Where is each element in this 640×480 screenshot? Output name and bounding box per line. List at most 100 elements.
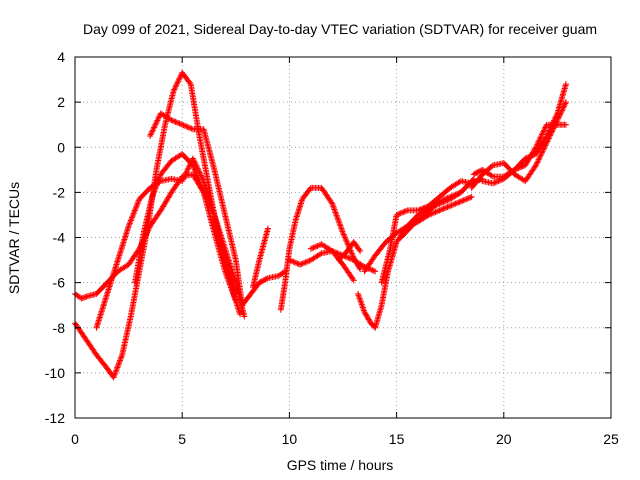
data-point [444,195,451,202]
data-point [396,210,403,217]
data-point [365,316,372,323]
data-point [394,211,401,218]
data-point [294,260,301,267]
data-point [533,160,540,167]
data-point [447,193,454,200]
data-point [535,138,542,145]
data-point [151,124,158,131]
data-point [455,199,462,206]
data-point [200,187,207,194]
data-point [340,229,346,236]
data-point [229,287,236,294]
y-tick-label: -8 [53,320,66,336]
data-point [356,246,363,253]
y-tick-label: 4 [57,49,65,65]
data-point [533,142,540,149]
data-point [445,194,452,201]
data-point [448,193,455,200]
data-point [263,275,270,282]
data-point [437,197,444,204]
data-point [171,85,178,92]
data-point [331,206,338,213]
data-point [131,207,138,214]
data-point [110,374,117,381]
data-point [148,130,155,137]
data-point [168,117,175,124]
data-point [152,185,159,192]
data-point [116,358,123,365]
data-point [537,152,544,159]
data-point [488,172,495,179]
data-point [344,240,351,247]
data-point [469,176,476,183]
data-point [126,220,133,227]
data-point [303,258,310,265]
data-point [180,175,187,182]
x-tick-label: 25 [603,431,619,447]
data-point [341,234,348,241]
data-point [173,82,180,89]
data-point [151,186,158,193]
data-point [429,210,436,217]
data-point [313,243,320,250]
data-point [553,111,560,118]
chart-title: Day 099 of 2021, Sidereal Day-to-day VTE… [83,21,597,37]
data-point [536,137,543,144]
data-point [309,245,316,252]
data-point [333,212,340,219]
data-point [537,134,544,141]
data-point [153,182,160,189]
data-point [222,268,229,275]
data-point [436,207,443,214]
data-point [452,200,459,207]
data-point [535,156,542,163]
data-point [402,207,409,214]
data-point [181,173,188,180]
data-point [540,128,547,135]
data-point [336,219,343,226]
data-point [193,170,200,177]
data-point [538,151,545,158]
data-point [179,176,186,183]
x-tick-label: 10 [282,431,298,447]
data-point [350,277,357,284]
data-point [398,209,405,216]
data-point [132,206,139,213]
y-axis-label: SDTVAR / TECUs [6,182,22,294]
data-point [125,223,132,230]
data-point [175,78,182,85]
data-point [366,317,373,324]
data-point [167,116,174,123]
data-point [562,121,569,128]
data-point [150,191,157,198]
data-point [154,181,161,188]
data-point [232,297,239,304]
data-point [361,308,368,315]
data-point [401,208,408,215]
data-point [498,176,505,183]
data-point [343,238,350,245]
data-point [133,203,140,210]
data-point [332,209,339,216]
data-point [490,180,497,187]
y-tick-label: -4 [53,230,66,246]
data-point [365,315,372,322]
data-point [134,200,141,207]
data-point [459,197,466,204]
data-point [335,218,342,225]
data-point [492,179,499,186]
data-point [196,177,203,184]
data-point [534,140,541,147]
data-point [562,81,569,88]
data-point [131,208,138,215]
data-point [154,179,161,186]
data-point [491,179,498,186]
data-point [363,312,370,319]
data-point [534,141,541,148]
data-point [463,196,470,203]
data-point [293,259,300,266]
data-point [169,117,176,124]
data-point [357,248,364,255]
data-point [185,124,192,131]
data-point [115,360,122,367]
